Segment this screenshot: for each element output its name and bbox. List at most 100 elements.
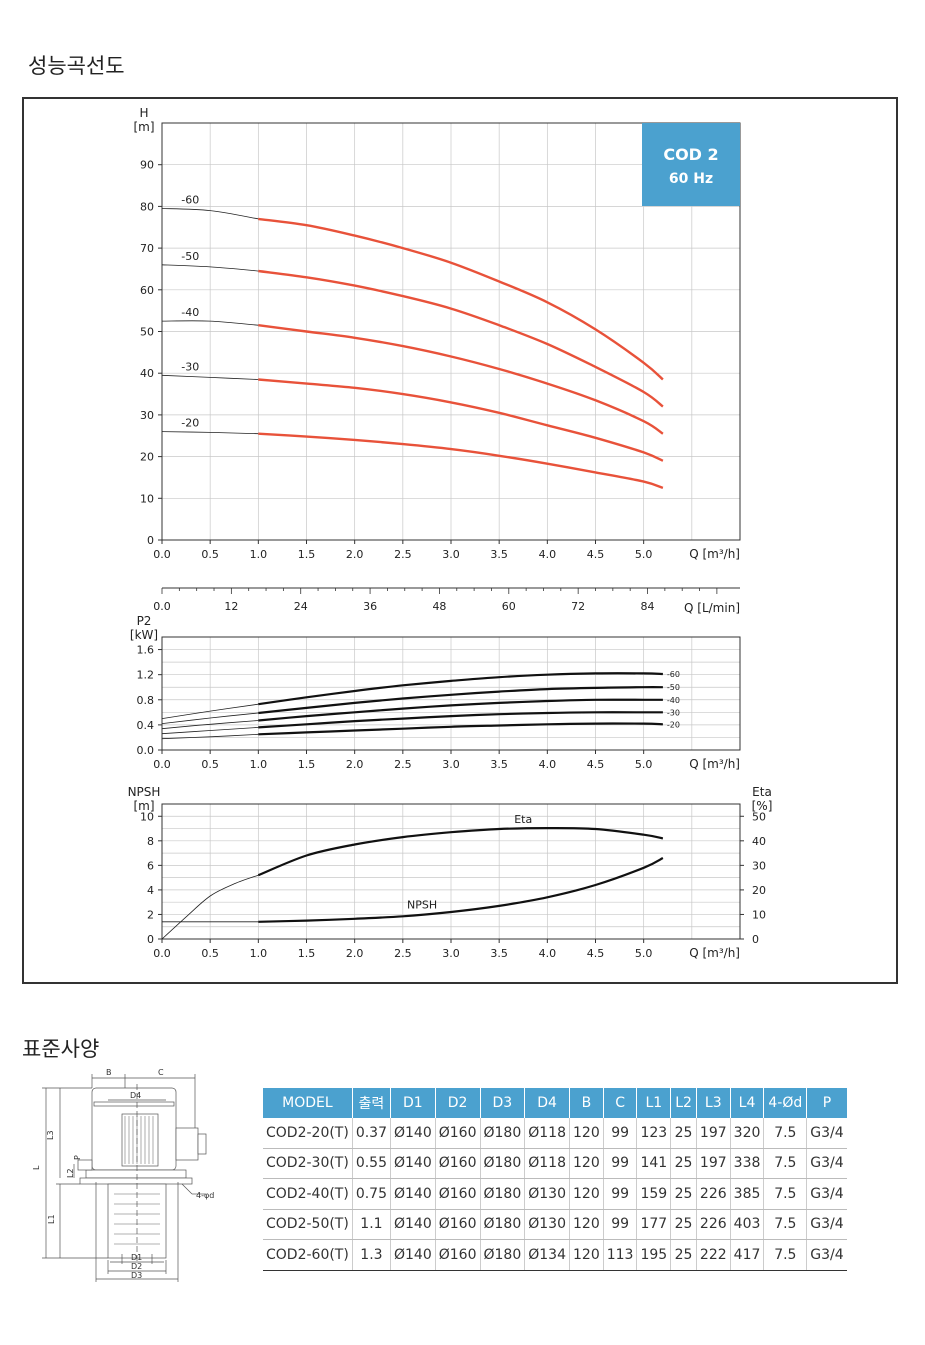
spec-col-header: C [603, 1088, 638, 1118]
y-tick-label: 0 [147, 534, 154, 547]
lmin-tick-label: 36 [363, 600, 377, 613]
spec-cell: 25 [670, 1239, 697, 1271]
spec-col-header: D4 [524, 1088, 570, 1118]
y-tick-label: 6 [147, 859, 154, 872]
power-curve-thin [161, 727, 259, 735]
spec-cell: 120 [569, 1118, 604, 1149]
pump-label-l3: L3 [46, 1130, 55, 1140]
lmin-axis-label: Q [L/min] [684, 601, 740, 615]
spec-cell: 197 [696, 1118, 731, 1149]
series-label: -50 [181, 250, 199, 263]
head-curve-thin [161, 320, 259, 326]
y-tick-label: 90 [140, 159, 154, 172]
head-curve [258, 217, 664, 381]
spec-cell: 113 [603, 1239, 638, 1271]
x-tick-label: 0.5 [201, 758, 219, 771]
x-tick-label: 3.5 [490, 758, 508, 771]
lmin-tick-label: 24 [294, 600, 308, 613]
y-tick-label: 1.6 [137, 644, 155, 657]
x-tick-label: 3.5 [490, 947, 508, 960]
y-tick-label: 8 [147, 835, 154, 848]
spec-cell: 338 [730, 1148, 765, 1179]
head-curve-thin [161, 264, 259, 272]
power-curve-thin [161, 720, 259, 730]
x-tick-label: 2.0 [346, 548, 364, 561]
power-series-label: -40 [667, 696, 680, 705]
head-curve [258, 269, 664, 408]
y-tick-label: 0.4 [137, 719, 155, 732]
x-axis-label: Q [m³/h] [689, 946, 740, 960]
spec-cell: COD2-50(T) [263, 1209, 353, 1240]
x-tick-label: 0.0 [153, 548, 171, 561]
spec-cell: 195 [636, 1239, 672, 1271]
x-tick-label: 1.5 [298, 758, 316, 771]
power-curve [258, 686, 663, 715]
y-tick-label: 10 [140, 810, 154, 823]
spec-cell: 120 [569, 1209, 604, 1240]
spec-cell: Ø160 [435, 1178, 481, 1210]
head-curve [258, 378, 664, 462]
y-tick-label: 50 [140, 326, 154, 339]
spec-cell: 7.5 [763, 1209, 808, 1240]
series-label: -60 [181, 193, 199, 206]
power-curve [258, 698, 663, 722]
spec-col-header: L4 [730, 1088, 765, 1118]
y-tick-label: 60 [140, 284, 154, 297]
x-tick-label: 5.0 [635, 758, 653, 771]
spec-cell: 177 [636, 1209, 672, 1240]
x-tick-label: 1.0 [250, 548, 267, 561]
power-series-label: -30 [667, 708, 680, 717]
npsh-curve [258, 857, 664, 923]
y-tick-label: 0.0 [137, 744, 155, 757]
y-tick-label: 30 [140, 409, 154, 422]
x-tick-label: 2.5 [394, 758, 412, 771]
spec-cell: G3/4 [806, 1209, 847, 1240]
series-label: -30 [181, 360, 199, 373]
pump-label-d4: D4 [130, 1091, 141, 1100]
x-tick-label: 0.5 [201, 947, 219, 960]
y-tick-label: 40 [140, 367, 154, 380]
x-tick-label: 4.0 [539, 548, 557, 561]
spec-row: COD2-40(T) 0.75 Ø140 Ø160 Ø180 Ø130 120 99 159 25… [263, 1178, 847, 1210]
x-tick-label: 1.0 [250, 947, 267, 960]
y2-tick-label: 0 [752, 933, 759, 946]
spec-cell: 7.5 [763, 1178, 808, 1210]
spec-row: COD2-30(T) 0.55 Ø140 Ø160 Ø180 Ø118 120 99 141 25… [263, 1148, 847, 1179]
spec-cell: 320 [730, 1118, 765, 1149]
y-tick-label: 0 [147, 933, 154, 946]
x-tick-label: 1.5 [298, 947, 316, 960]
lmin-tick-label: 84 [641, 600, 655, 613]
pump-label-l: L [32, 1165, 41, 1170]
spec-cell: 120 [569, 1148, 604, 1179]
spec-col-header: L3 [696, 1088, 731, 1118]
lmin-tick-label: 60 [502, 600, 516, 613]
spec-cell: Ø160 [435, 1148, 481, 1179]
x-axis-label: Q [m³/h] [689, 757, 740, 771]
spec-cell: 1.3 [352, 1239, 392, 1271]
x-tick-label: 1.0 [250, 758, 267, 771]
spec-cell: Ø118 [524, 1118, 570, 1149]
spec-col-header: 출력 [352, 1088, 392, 1118]
lmin-tick-label: 72 [571, 600, 585, 613]
y-axis-label: H [139, 106, 148, 120]
y-axis-label: NPSH [128, 785, 161, 799]
spec-cell: COD2-60(T) [263, 1239, 353, 1271]
performance-curve-heading: 성능곡선도 [28, 54, 125, 78]
spec-cell: Ø180 [480, 1209, 526, 1240]
power-curve [258, 672, 663, 706]
spec-cell: 99 [603, 1118, 638, 1149]
spec-cell: Ø140 [390, 1178, 436, 1210]
x-tick-label: 0.0 [153, 947, 171, 960]
y-axis-label: P2 [137, 614, 152, 628]
spec-cell: COD2-40(T) [263, 1178, 353, 1210]
x-tick-label: 2.0 [346, 758, 364, 771]
spec-cell: G3/4 [806, 1118, 847, 1149]
spec-cell: 159 [636, 1178, 672, 1210]
x-tick-label: 2.0 [346, 947, 364, 960]
x-tick-label: 4.0 [539, 758, 557, 771]
model-badge [642, 123, 740, 206]
y-axis-unit: [m] [133, 120, 154, 134]
npsh-curve-label: NPSH [407, 898, 437, 911]
y2-axis-label: Eta [752, 785, 772, 799]
spec-cell: 25 [670, 1148, 697, 1179]
